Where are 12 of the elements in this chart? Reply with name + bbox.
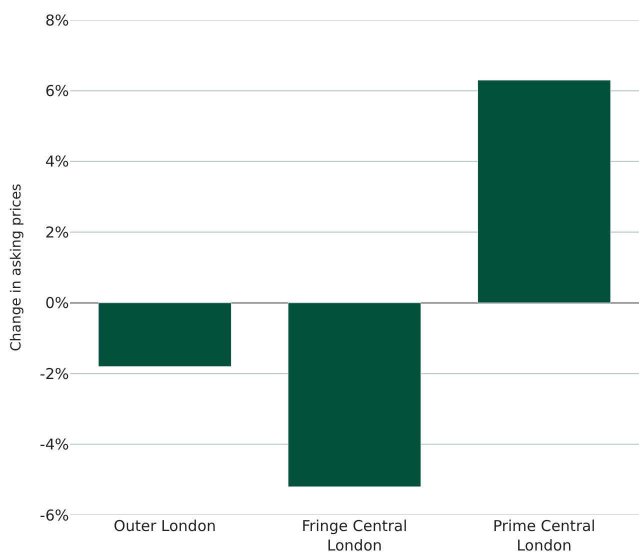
- y-tick-label: 0%: [45, 294, 69, 312]
- y-tick-label: 4%: [45, 152, 69, 171]
- y-tick-label: 6%: [45, 82, 69, 100]
- y-tick-label: -2%: [40, 364, 69, 383]
- y-tick-label: -4%: [40, 436, 69, 454]
- y-tick-label: 8%: [45, 11, 69, 30]
- x-tick-label: Fringe Central London: [302, 517, 408, 554]
- y-tick-label: -6%: [40, 506, 69, 524]
- y-tick-label: 2%: [45, 223, 69, 242]
- x-tick-label: Prime Central London: [493, 517, 596, 554]
- y-axis-title: Change in asking prices: [8, 184, 24, 352]
- x-tick-label: Outer London: [114, 517, 216, 535]
